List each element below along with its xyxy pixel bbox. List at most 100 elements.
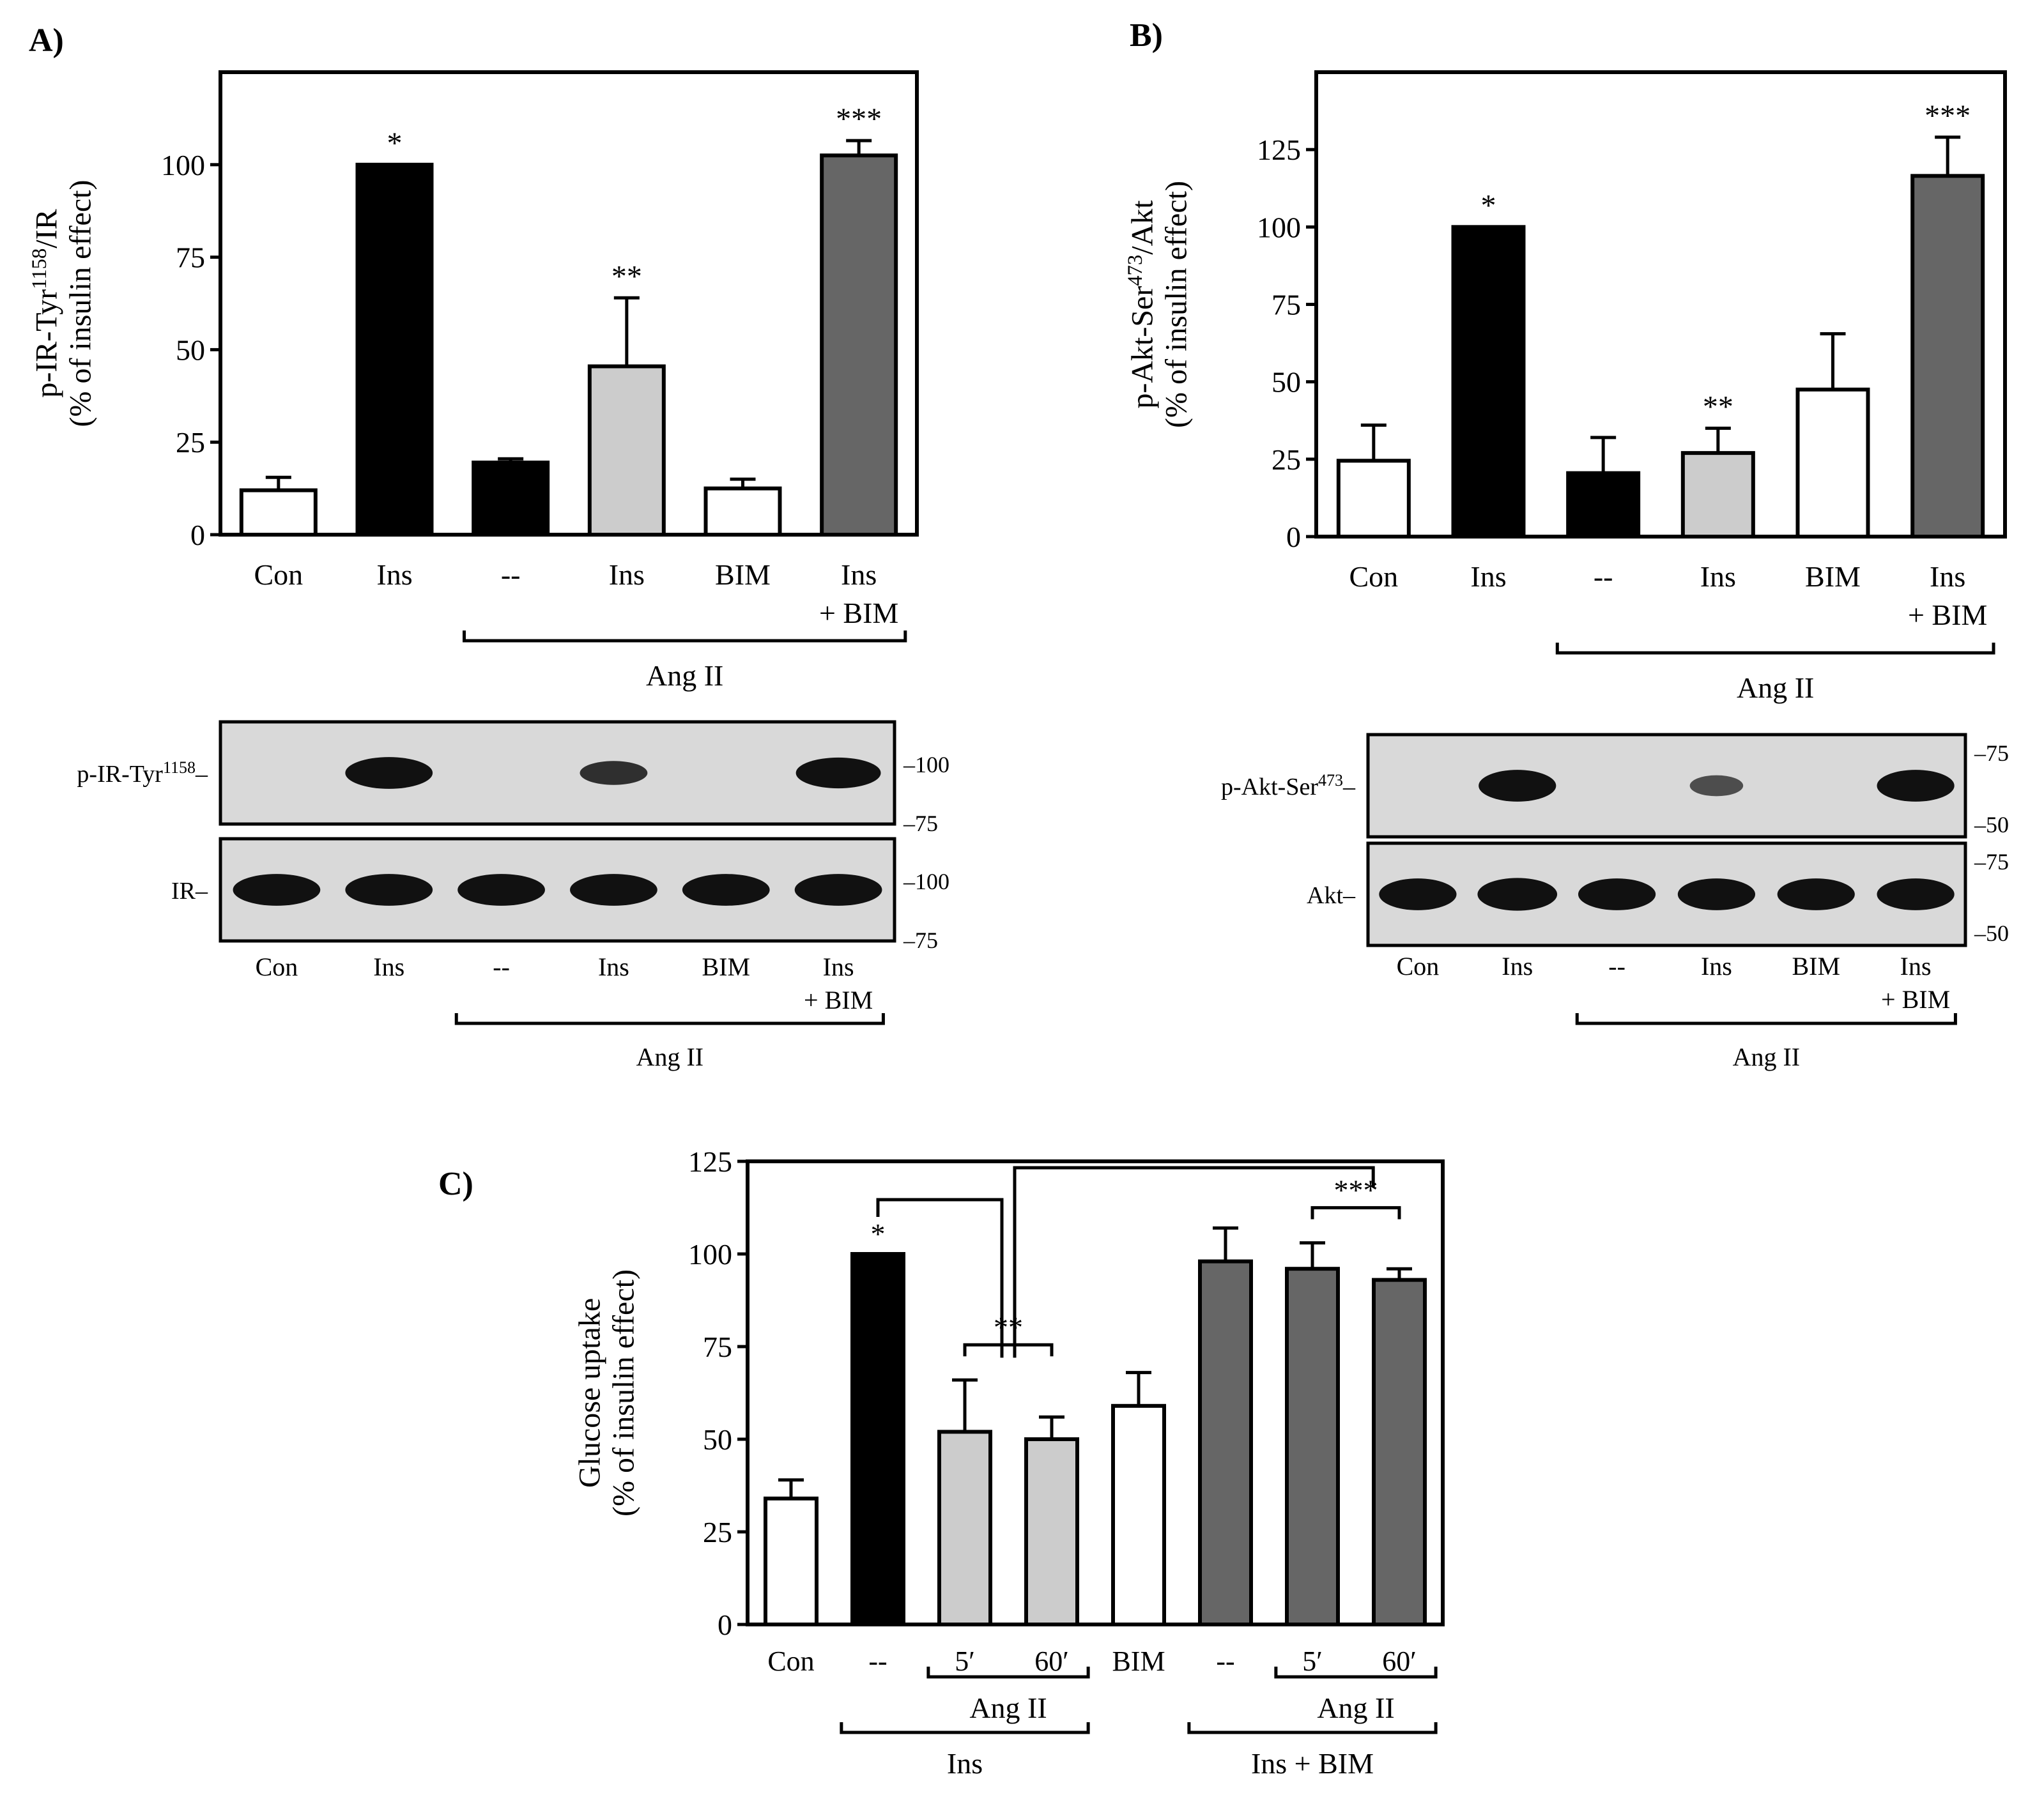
chart-c-bar: [850, 1252, 905, 1626]
blot-b-band: [1477, 878, 1558, 911]
chart-c-bar: [1372, 1278, 1427, 1626]
chart-b-category-label: --: [1594, 560, 1613, 593]
chart-c-ytick-label: 100: [688, 1238, 732, 1271]
chart-b-category-label-line2: + BIM: [1908, 599, 1987, 631]
blot-a-row-label-dash: –: [195, 761, 208, 788]
chart-b-category-label: Con: [1349, 560, 1398, 593]
blot-b-band: [1677, 878, 1756, 910]
chart-a-bar: [703, 486, 782, 537]
chart-a-bar: [820, 153, 898, 537]
chart-a-category-label: Ins: [609, 558, 645, 591]
blot-b-band: [1877, 770, 1955, 802]
blot-a-group-bracket: [454, 1013, 885, 1025]
blot-a-row-label: IR–: [171, 878, 208, 905]
chart-b-bar: [1566, 471, 1641, 539]
blot-a-lane-label: Ins: [823, 952, 854, 981]
chart-b-frame: [1314, 70, 2007, 539]
chart-c-group-label: Ang II: [1317, 1692, 1394, 1724]
chart-c-bar: [1024, 1437, 1079, 1626]
panel-c: C) 0 25 50 75 100 125 Glucose uptake(% of insu…: [438, 1145, 1445, 1780]
chart-c-group-bracket: [1274, 1667, 1438, 1679]
chart-c-significance-bracket: [963, 1343, 1054, 1357]
blot-a-row-label-text: p-IR-Tyr: [77, 761, 163, 788]
chart-a: 0 25 50 75 100 p-IR-Tyr1158/IR(% of insulin e…: [28, 70, 919, 692]
chart-c-group-label: Ang II: [969, 1692, 1047, 1724]
chart-c-ylabel-line1: Glucose uptake: [573, 1298, 607, 1488]
chart-a-ylabel-line2: (% of insulin effect): [63, 180, 97, 427]
blot-b-row-label-sup: 473: [1318, 771, 1343, 790]
chart-c: 0 25 50 75 100 125 Glucose uptake(% of insulin…: [573, 1145, 1445, 1780]
blot-b-band: [1777, 878, 1855, 910]
chart-c-category-label: Con: [767, 1646, 814, 1677]
chart-a-category-label: Con: [254, 558, 303, 591]
blot-b-marker: –75: [1974, 849, 2009, 875]
chart-b-ytick-label: 25: [1272, 443, 1301, 476]
blot-a-band: [580, 761, 648, 785]
chart-c-ytick-label: 50: [703, 1423, 732, 1456]
chart-a-category-label: Ins: [841, 558, 877, 591]
blot-a-band: [457, 874, 545, 906]
blot-b-row-label: p-Akt-Ser473–: [1221, 771, 1356, 800]
blot-b-lane-label-line2: + BIM: [1881, 985, 1950, 1014]
blot-b-band: [1379, 878, 1457, 910]
blot-a-lane-label: BIM: [702, 952, 750, 981]
chart-b-ylabel-line2: (% of insulin effect): [1159, 181, 1193, 428]
blot-a-row-label: p-IR-Tyr1158–: [77, 758, 208, 788]
chart-b-bar: [1795, 387, 1870, 539]
chart-a-ylabel: p-IR-Tyr1158/IR(% of insulin effect): [28, 180, 98, 427]
blot-b-row-label-dash: –: [1342, 774, 1356, 800]
blot-b-group-bracket: [1575, 1013, 1957, 1025]
blot-b-marker: –50: [1974, 921, 2009, 946]
blot-b-lane-label: Ins: [1701, 952, 1732, 981]
chart-b-ytick-label: 100: [1257, 211, 1301, 243]
blot-b-lane-label: Con: [1397, 952, 1440, 981]
blot-b-band: [1877, 878, 1955, 910]
chart-c-group-label: Ins + BIM: [1251, 1747, 1374, 1780]
chart-c-category-label: BIM: [1112, 1646, 1165, 1677]
blot-a-row-label-sup: 1158: [163, 758, 196, 777]
chart-a-category-label: Ins: [376, 558, 412, 591]
chart-b-bar: [1451, 225, 1526, 539]
chart-b-ylabel-suffix: /Akt: [1126, 200, 1160, 255]
blot-a-band: [794, 874, 882, 906]
blot-a-row-label-dash: –: [195, 878, 208, 905]
chart-a-group-bracket: [463, 630, 907, 643]
chart-a-category-label: BIM: [715, 558, 771, 591]
blot-b-lane-label: --: [1608, 952, 1625, 981]
chart-c-group-bracket: [926, 1667, 1090, 1679]
chart-a-ylabel-sup: 1158: [28, 248, 51, 289]
blot-a-band: [682, 874, 770, 906]
chart-a-significance: ***: [836, 102, 882, 136]
blot-b-row: [1366, 733, 1967, 839]
blot-b-band: [1479, 770, 1556, 802]
blot-a-row: [219, 720, 896, 826]
chart-c-bar: [764, 1496, 818, 1627]
blot-a-marker: –75: [903, 928, 938, 953]
blot-a-marker: –100: [903, 752, 949, 777]
blot-b-row-label-text: Akt: [1307, 882, 1343, 909]
chart-b-significance: **: [1703, 390, 1733, 424]
chart-a-ytick-label: 100: [161, 149, 205, 181]
blot-a-lane-label: Ins: [373, 952, 404, 981]
chart-c-category-label: 5′: [955, 1646, 975, 1677]
chart-c-category-label: --: [1216, 1646, 1234, 1677]
blot-b-row: [1366, 841, 1967, 947]
chart-c-ylabel-line2: (% of insulin effect): [606, 1269, 640, 1517]
chart-c-significance: **: [994, 1311, 1023, 1343]
chart-a-bar: [239, 488, 318, 537]
chart-a-significance: **: [611, 259, 642, 293]
chart-c-group-bracket: [840, 1722, 1090, 1734]
blot-b-band: [1689, 775, 1744, 797]
chart-a-category-label-line2: + BIM: [819, 597, 898, 629]
blot-b-row-label-text: p-Akt-Ser: [1221, 774, 1318, 800]
chart-b-group-bracket: [1555, 643, 1995, 655]
chart-b-ytick-label: 0: [1286, 521, 1301, 553]
chart-a-bar: [587, 364, 666, 537]
chart-b-category-label: BIM: [1805, 560, 1861, 593]
chart-a-ytick-label: 25: [176, 426, 205, 459]
chart-b-ytick-label: 50: [1272, 366, 1301, 399]
chart-b-ytick-label: 125: [1257, 134, 1301, 166]
chart-c-significance: ***: [1334, 1174, 1378, 1207]
